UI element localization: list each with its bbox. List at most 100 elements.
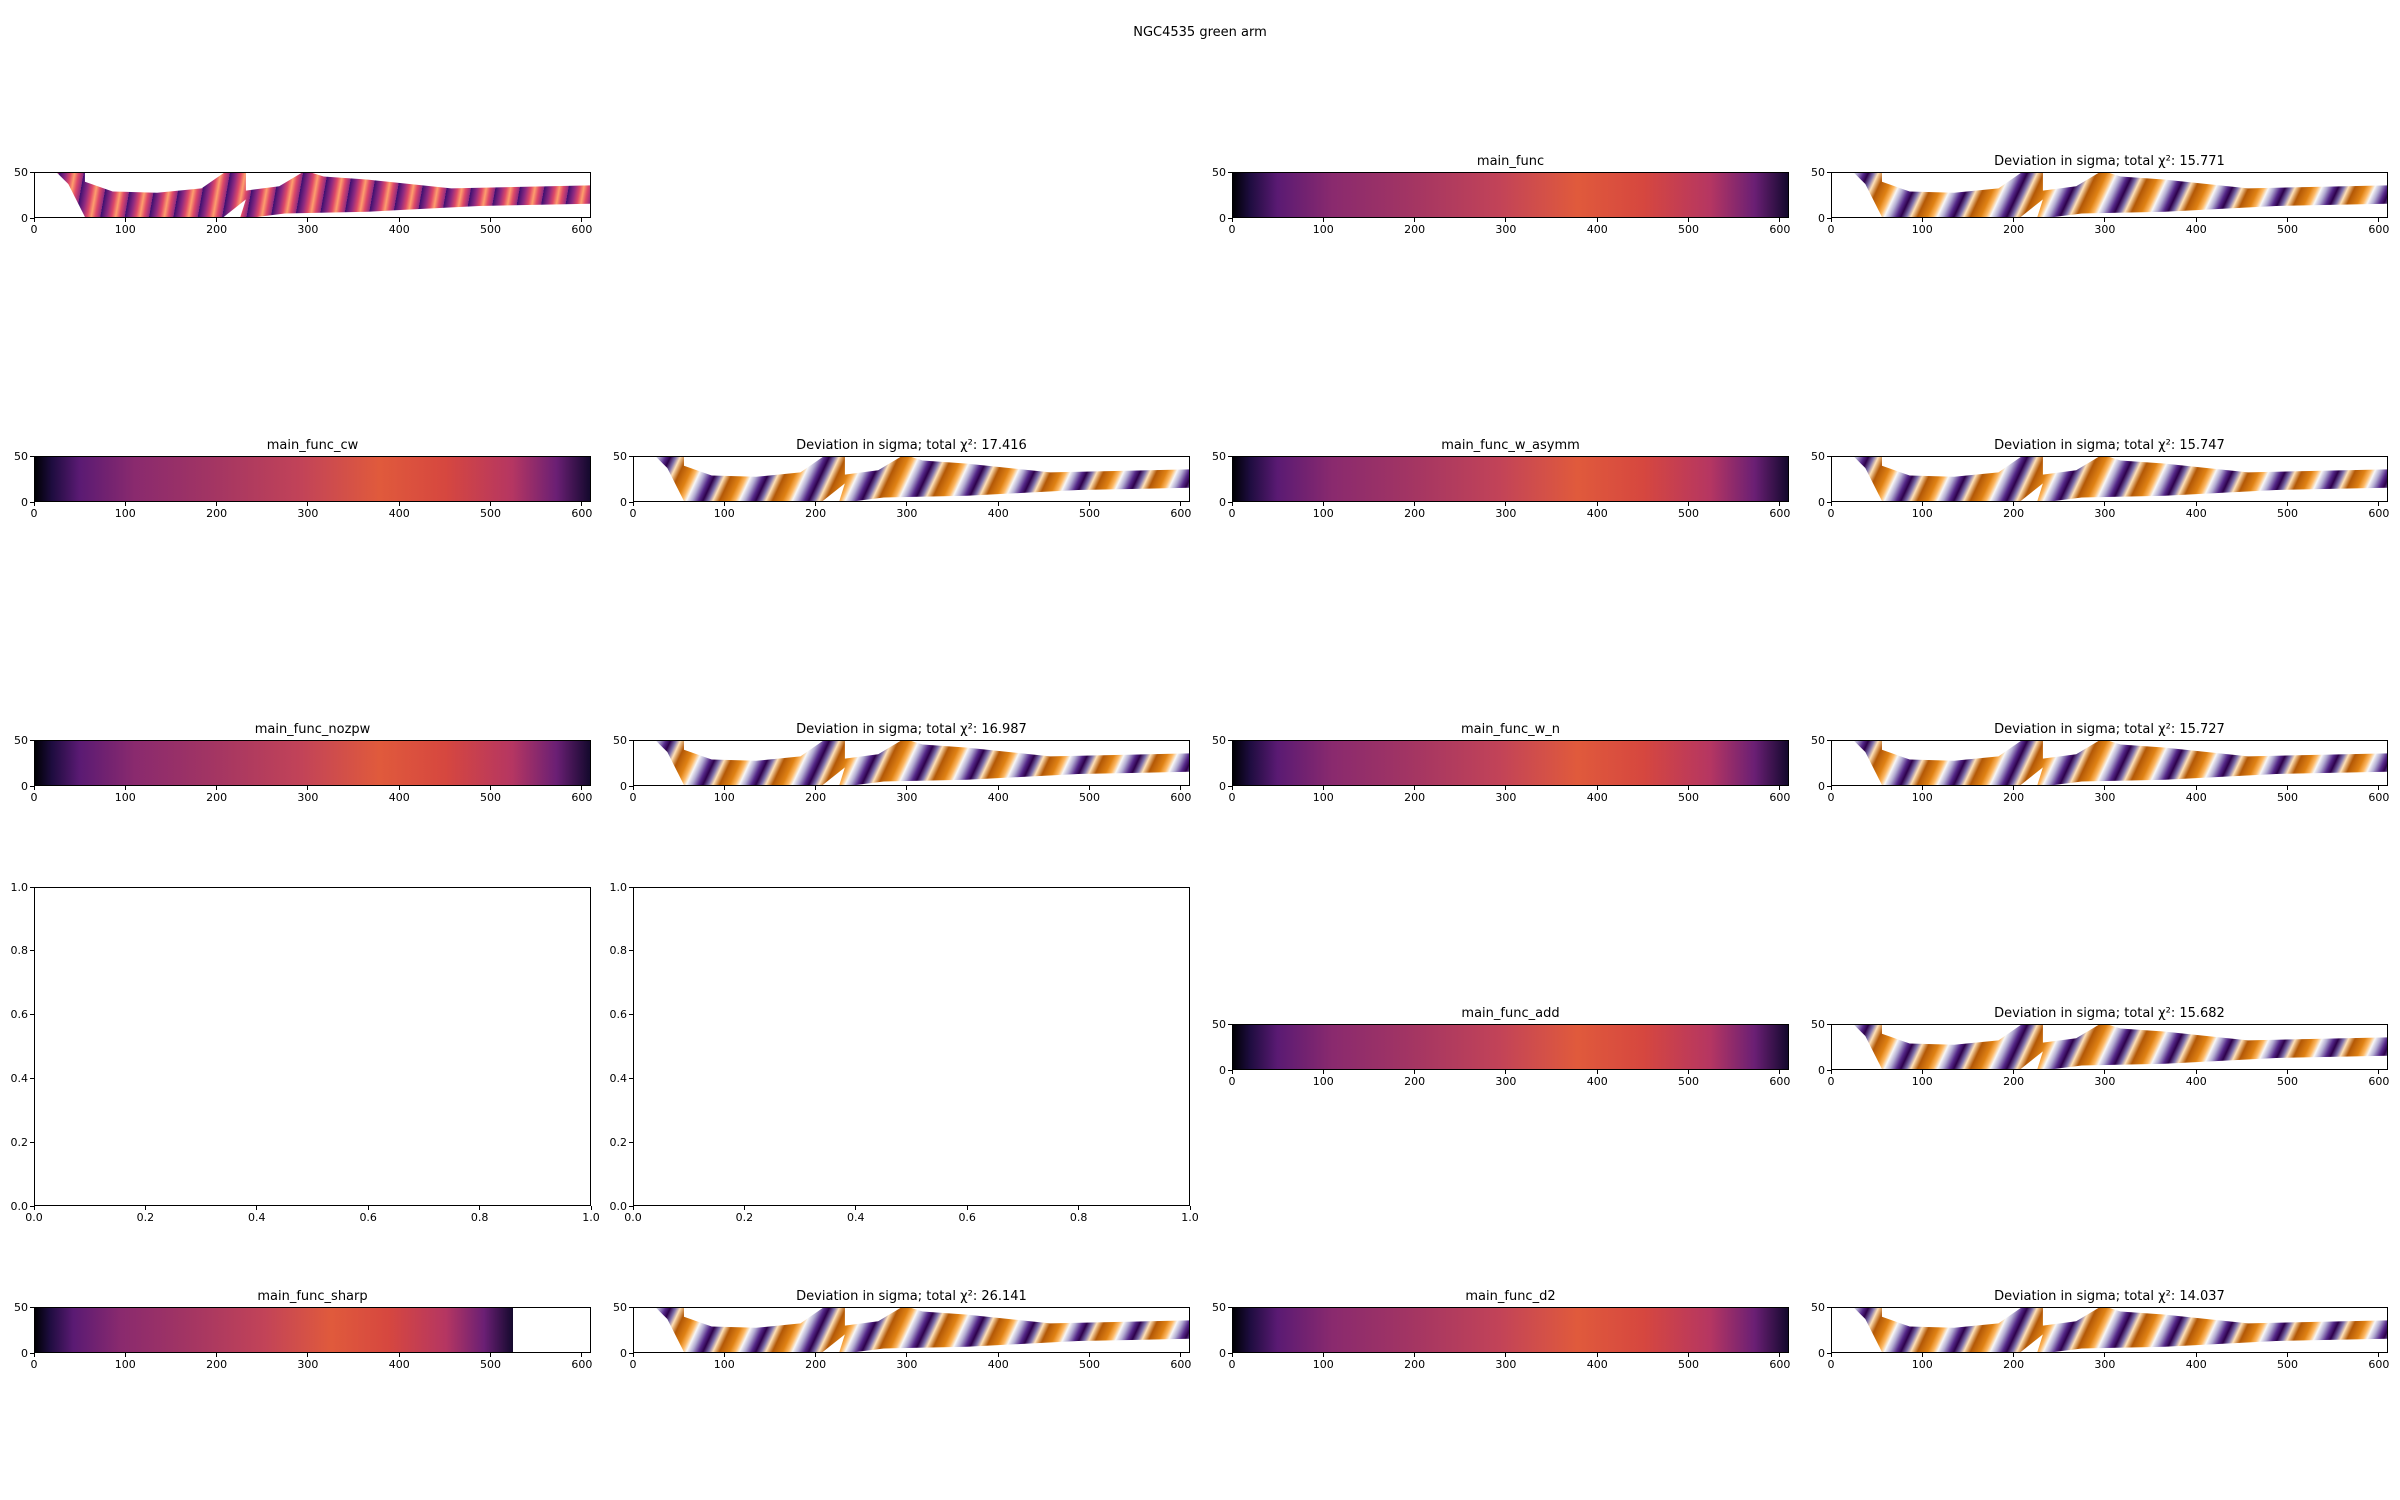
x-tick-label: 0 (1827, 507, 1835, 520)
x-tick-label: 600 (2368, 507, 2390, 520)
x-tick (1414, 1070, 1416, 1074)
y-tick (1228, 501, 1232, 503)
y-tick-label: 50 (14, 449, 28, 463)
x-tick-label: 400 (1586, 507, 1608, 520)
x-tick-label: 0.0 (25, 1211, 43, 1224)
x-tick-label: 600 (1170, 507, 1192, 520)
model-image (1233, 741, 1788, 785)
x-tick-label: 500 (480, 791, 502, 804)
x-tick-label: 500 (1678, 791, 1700, 804)
x-tick-label: 500 (1678, 507, 1700, 520)
model-image (1233, 457, 1788, 501)
figure-suptitle: NGC4535 green arm (1133, 25, 1267, 40)
x-tick (398, 218, 400, 222)
y-tick-label: 50 (1811, 165, 1825, 179)
x-tick-label: 100 (1911, 1075, 1933, 1088)
x-tick (1779, 1070, 1781, 1074)
x-tick-label: 0 (1228, 1358, 1236, 1371)
y-tick (629, 455, 633, 457)
masked-region (1832, 173, 2387, 217)
plot-area (1232, 1307, 1789, 1353)
x-tick (33, 786, 35, 790)
y-tick (30, 171, 34, 173)
x-tick-label: 0 (629, 507, 637, 520)
x-tick (1596, 786, 1598, 790)
x-tick-label: 0.6 (359, 1211, 377, 1224)
y-tick (629, 950, 633, 952)
subplot-r0c0: 0 100 200 300 400 500 600 0 50 (14, 167, 592, 236)
x-tick (1688, 1353, 1690, 1357)
y-tick (1827, 739, 1831, 741)
plot-area (34, 740, 591, 786)
x-tick-label: 200 (2003, 791, 2025, 804)
subplot-title: Deviation in sigma; total χ²: 16.987 (796, 722, 1027, 737)
x-tick-label: 500 (2277, 1358, 2299, 1371)
x-tick (2287, 786, 2289, 790)
x-tick-label: 300 (1495, 791, 1517, 804)
x-tick-label: 200 (2003, 507, 2025, 520)
x-tick (590, 1206, 592, 1210)
x-tick (1231, 502, 1233, 506)
x-tick-label: 0 (1827, 1075, 1835, 1088)
plot-area (1232, 1024, 1789, 1070)
x-tick (33, 502, 35, 506)
x-tick-label: 200 (206, 791, 228, 804)
x-tick (997, 1353, 999, 1357)
x-tick (367, 1206, 369, 1210)
y-tick-label: 50 (1811, 733, 1825, 747)
x-tick-label: 200 (1404, 507, 1426, 520)
x-tick (2378, 502, 2380, 506)
y-tick-label: 0 (21, 211, 28, 225)
x-tick-label: 300 (297, 791, 319, 804)
model-image (35, 741, 590, 785)
plot-area (633, 456, 1190, 502)
subplot-title: main_func_w_n (1460, 722, 1561, 737)
x-tick-label: 300 (1495, 1075, 1517, 1088)
subplot-r0c3: Deviation in sigma; total χ²: 15.771 0 100… (1811, 154, 2389, 235)
x-tick-label: 300 (1495, 1358, 1517, 1371)
subplot-r2c0: main_func_nozpw 0 100 200 300 400 500 600 0 50 (14, 722, 592, 803)
y-tick (629, 1014, 633, 1016)
x-tick (398, 502, 400, 506)
x-tick (1414, 786, 1416, 790)
x-tick-label: 600 (2368, 791, 2390, 804)
y-tick (629, 1141, 633, 1143)
x-tick-label: 400 (987, 1358, 1009, 1371)
x-tick-label: 300 (896, 507, 918, 520)
x-tick-label: 0 (30, 791, 38, 804)
x-tick (33, 1353, 35, 1357)
plot-area (1232, 456, 1789, 502)
y-tick (629, 1306, 633, 1308)
x-tick-label: 400 (388, 1358, 410, 1371)
x-tick (1414, 1353, 1416, 1357)
subplot-r3c3: Deviation in sigma; total χ²: 15.682 0 100… (1811, 1006, 2389, 1087)
y-tick-label: 0.4 (609, 1071, 628, 1085)
x-tick (723, 786, 725, 790)
y-tick (30, 217, 34, 219)
masked-region (35, 173, 590, 217)
x-tick (398, 786, 400, 790)
x-tick-label: 0 (1827, 223, 1835, 236)
y-tick (30, 785, 34, 787)
x-tick (256, 1206, 258, 1210)
x-tick (2013, 786, 2015, 790)
y-tick-label: 50 (14, 1300, 28, 1314)
x-tick-label: 100 (1911, 223, 1933, 236)
y-tick (30, 1141, 34, 1143)
y-tick-label: 50 (1212, 733, 1226, 747)
subplot-title: main_func_d2 (1465, 1289, 1556, 1304)
x-tick (2287, 1070, 2289, 1074)
x-tick-label: 100 (713, 507, 735, 520)
y-tick-label: 0 (1219, 1063, 1226, 1077)
x-tick-label: 400 (987, 791, 1009, 804)
x-tick-label: 600 (2368, 1075, 2390, 1088)
x-tick (1688, 1070, 1690, 1074)
x-tick (632, 1206, 634, 1210)
y-tick (1827, 1352, 1831, 1354)
x-tick (1779, 218, 1781, 222)
y-tick-label: 0.2 (609, 1135, 628, 1149)
x-tick (1322, 218, 1324, 222)
subplot-title: main_func_w_asymm (1441, 438, 1580, 453)
x-tick-label: 500 (480, 1358, 502, 1371)
